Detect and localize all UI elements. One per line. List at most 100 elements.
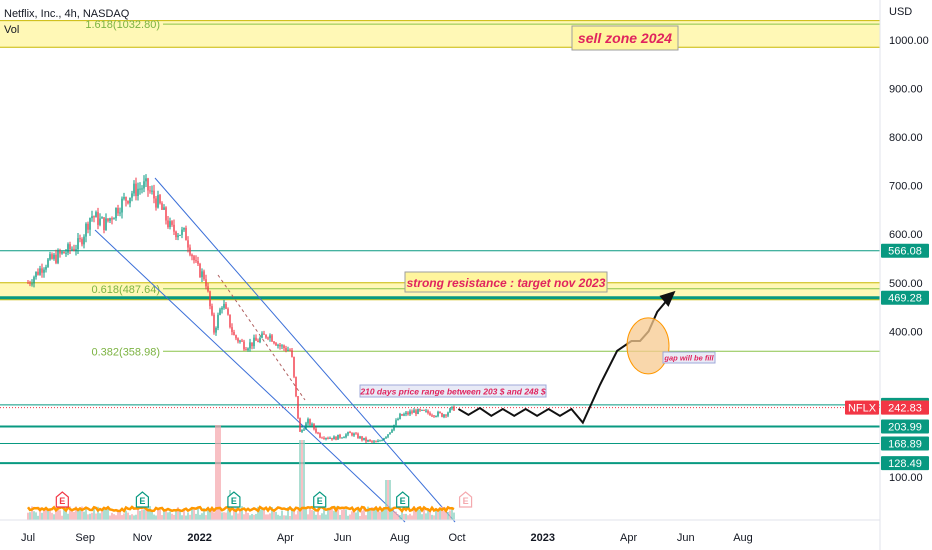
candle-body: [433, 415, 435, 417]
candle-body: [145, 178, 147, 182]
gap-note-label: gap will be fill: [663, 354, 714, 363]
candle-body: [345, 434, 347, 438]
candle-body: [327, 437, 329, 439]
earnings-marker-shape: [458, 491, 473, 508]
candle-body: [277, 344, 279, 346]
volume-bar: [343, 509, 345, 520]
volume-bar: [309, 506, 311, 520]
candle-body: [383, 438, 385, 441]
y-axis-ticks[interactable]: 1000.00 900.00 800.00 700.00 600.00 500.00 400…: [889, 35, 929, 484]
earnings-marker-shape: [55, 491, 69, 508]
volume-bar: [283, 515, 285, 520]
x-axis-ticks[interactable]: Jul Sep Nov 2022 Apr Jun Aug Oct 2023 Apr Jun Aug: [21, 532, 753, 544]
volume-bar: [299, 440, 301, 520]
volume-bar: [233, 506, 235, 520]
candle-body: [399, 413, 401, 419]
volume-bar: [239, 511, 241, 520]
volume-bar: [311, 510, 313, 520]
volume-bar: [303, 440, 305, 520]
volume-bar: [159, 509, 161, 520]
y-tick-label: 700.00: [889, 181, 923, 193]
candle-body: [117, 207, 119, 214]
volume-bar: [69, 506, 71, 520]
volume-bar: [411, 515, 413, 520]
candle-body: [77, 238, 79, 250]
candle-body: [373, 441, 375, 443]
candle-body: [241, 340, 243, 342]
candle-body: [441, 413, 443, 417]
candle-body: [403, 414, 405, 416]
candle-body: [67, 244, 69, 253]
candle-body: [417, 409, 419, 414]
y-tick-label: 1000.00: [889, 35, 929, 47]
volume-bar: [437, 511, 439, 520]
candle-body: [431, 415, 433, 417]
volume-bar: [85, 508, 87, 520]
candle-body: [215, 327, 217, 333]
candle-body: [305, 423, 307, 430]
volume-bar: [209, 509, 211, 520]
price-tag-label: 203.99: [888, 422, 922, 434]
candle-body: [169, 221, 171, 228]
candle-body: [59, 250, 61, 254]
candle-body: [279, 344, 281, 347]
candle-body: [173, 224, 175, 232]
candle-body: [341, 437, 343, 439]
candle-body: [231, 327, 233, 332]
candle-body: [149, 190, 151, 192]
volume-bar: [261, 507, 263, 520]
candle-body: [91, 216, 93, 219]
candle-body: [53, 254, 55, 259]
candle-body: [349, 432, 351, 434]
volume-bar: [163, 509, 165, 520]
volume-bar: [409, 513, 411, 520]
volume-bar: [185, 515, 187, 520]
volume-bar: [119, 509, 121, 520]
volume-bar: [273, 511, 275, 520]
channel-lines: [94, 177, 456, 523]
candle-body: [275, 343, 277, 346]
candle-body: [113, 218, 115, 220]
volume-layer: [27, 425, 455, 520]
volume-bar: [255, 513, 257, 520]
volume-bar: [235, 507, 237, 520]
candle-body: [177, 235, 179, 238]
candle-body: [415, 410, 417, 414]
candle-body: [401, 413, 403, 416]
candle-body: [37, 271, 39, 275]
candle-body: [395, 420, 397, 425]
volume-bar: [153, 514, 155, 520]
volume-bar: [151, 510, 153, 520]
x-tick-label: Apr: [277, 532, 294, 544]
volume-bar: [355, 512, 357, 520]
volume-bar: [37, 515, 39, 520]
volume-bar: [165, 510, 167, 520]
volume-bar: [407, 515, 409, 520]
volume-bar: [257, 506, 259, 520]
volume-bar: [379, 511, 381, 520]
volume-bar: [287, 507, 289, 520]
volume-bar: [49, 510, 51, 520]
volume-bar: [361, 510, 363, 520]
candle-body: [71, 248, 73, 250]
volume-bar: [329, 508, 331, 520]
candle-body: [151, 190, 153, 192]
candle-body: [453, 406, 455, 411]
candle-body: [211, 306, 213, 315]
volume-bar: [369, 508, 371, 520]
candle-body: [255, 337, 257, 341]
volume-bar: [189, 514, 191, 520]
earnings-marker: E: [55, 491, 69, 508]
volume-bar: [89, 513, 91, 520]
earnings-marker-label: E: [463, 496, 469, 506]
volume-bar: [375, 506, 377, 520]
volume-label: Vol: [4, 24, 19, 36]
x-tick-label: Jun: [334, 532, 352, 544]
candle-body: [389, 432, 391, 435]
fib-label: 1.618(1032.80): [85, 19, 160, 31]
volume-bar: [291, 507, 293, 520]
candle-body: [379, 440, 381, 442]
sell-zone-box: [571, 25, 679, 51]
volume-bar: [245, 511, 247, 520]
